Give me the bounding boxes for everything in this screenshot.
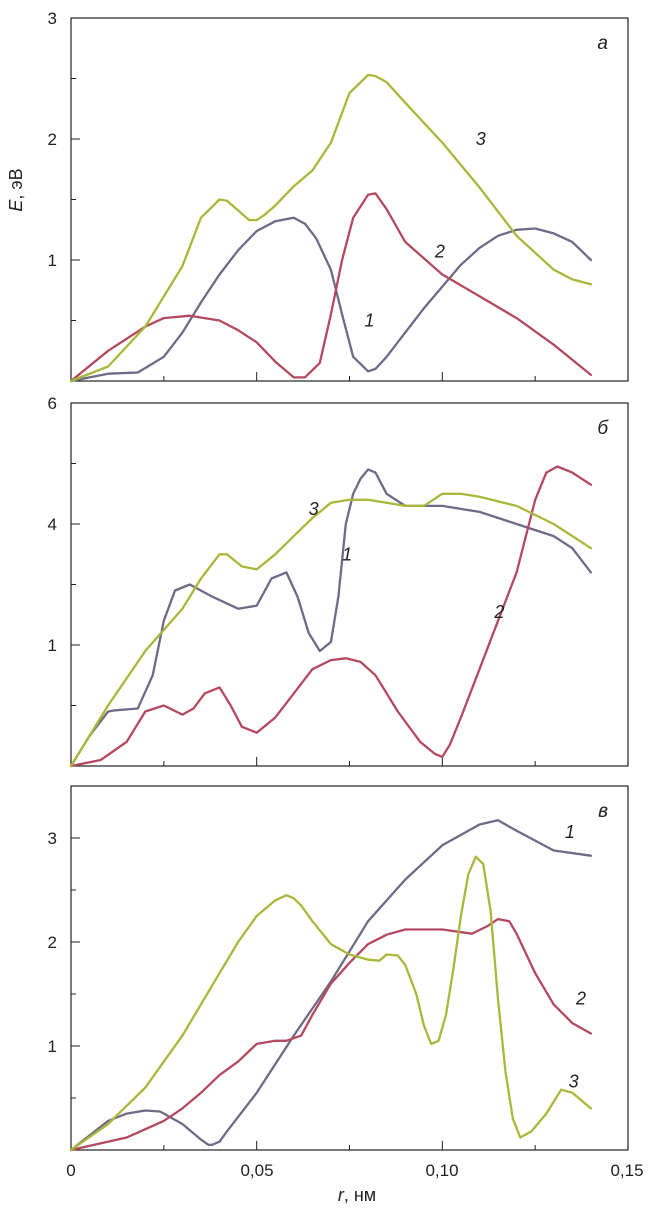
series-label-2: 2 <box>434 242 445 262</box>
y-tick-label: 1 <box>48 251 57 270</box>
series-line-1 <box>69 468 593 768</box>
series-line-2 <box>69 192 593 383</box>
y-tick-label: 3 <box>48 829 57 848</box>
y-tick-label: 2 <box>48 933 57 952</box>
series-label-3: 3 <box>309 499 319 519</box>
panel-a: 1 2 3 а 1 2 3 <box>48 9 629 383</box>
x-tick-label: 0,15 <box>610 1161 643 1180</box>
panel-label-b: б <box>597 418 609 439</box>
series-line-3 <box>69 492 593 768</box>
series-line-3 <box>69 73 593 383</box>
series-label-3: 3 <box>476 129 486 149</box>
y-tick-label: 1 <box>48 636 57 655</box>
y-tick-label: 4 <box>48 515 57 534</box>
series-label-3: 3 <box>569 1072 579 1092</box>
plot-frame <box>70 402 629 767</box>
y-tick-label: 2 <box>48 130 57 149</box>
x-axis-title: r, нм <box>338 1185 376 1205</box>
panel-c: 1 2 3 в 1 2 3 <box>48 785 629 1152</box>
x-tick-label: 0 <box>66 1161 75 1180</box>
series-label-1: 1 <box>364 311 374 331</box>
plot-frame <box>70 785 629 1151</box>
series-line-1 <box>69 819 593 1152</box>
series-label-2: 2 <box>575 988 586 1008</box>
series-line-2 <box>69 917 593 1152</box>
y-tick-label: 3 <box>48 9 57 28</box>
series-line-1 <box>69 216 593 383</box>
series-line-2 <box>69 465 593 768</box>
y-tick-label: 6 <box>48 394 57 413</box>
plot-frame <box>70 17 629 382</box>
series-line-3 <box>69 855 593 1152</box>
panel-label-c: в <box>598 801 608 822</box>
series-label-1: 1 <box>565 822 575 842</box>
y-tick-label: 1 <box>48 1037 57 1056</box>
series-label-2: 2 <box>493 602 504 622</box>
x-tick-label: 0,05 <box>240 1161 273 1180</box>
y-axis-title: E, эВ <box>6 168 26 211</box>
panel-label-a: а <box>597 33 608 54</box>
panel-b: 1 4 6 б 1 2 3 <box>48 394 629 768</box>
x-tick-labels: 0 0,05 0,10 0,15 <box>66 1161 643 1180</box>
x-tick-label: 0,10 <box>425 1161 458 1180</box>
series-label-1: 1 <box>342 544 352 564</box>
